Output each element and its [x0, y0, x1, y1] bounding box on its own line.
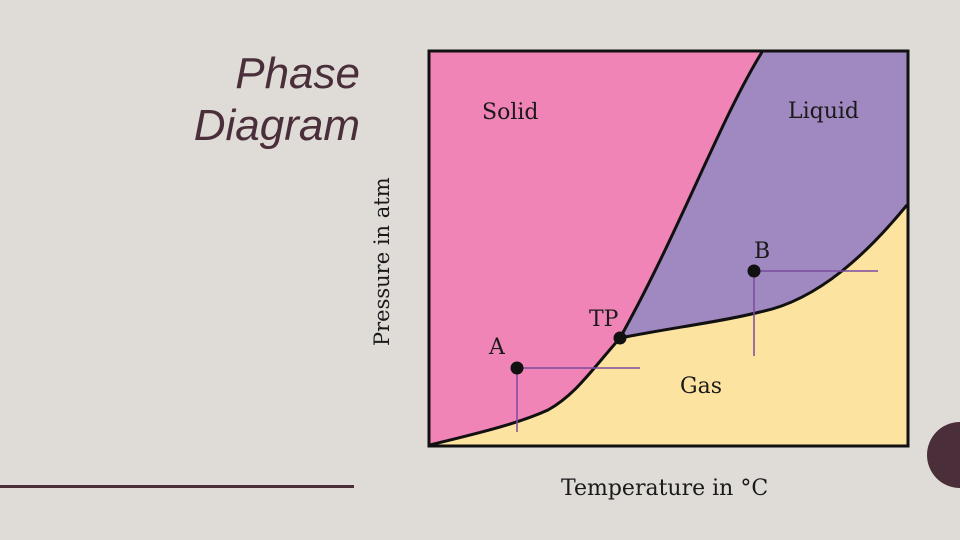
vaporization-curve: [619, 204, 909, 340]
gas-label: Gas: [680, 374, 722, 399]
title-line-2: Diagram: [193, 101, 360, 150]
x-axis-label: Temperature in °C: [561, 476, 768, 501]
title-line-1: Phase: [235, 49, 360, 98]
triple-point-label: TP: [589, 307, 619, 332]
triple-point-marker: [613, 331, 627, 345]
point-a-marker: [510, 361, 524, 375]
gas-region: [430, 205, 907, 445]
liquid-label: Liquid: [788, 99, 859, 124]
diagram-frame: [427, 49, 910, 448]
slide-title: Phase Diagram: [60, 48, 360, 152]
liquid-region: [620, 52, 907, 338]
point-a-label: A: [488, 335, 506, 360]
solid-region: [430, 52, 762, 445]
divider-line: [0, 485, 354, 488]
solid-label: Solid: [482, 100, 538, 125]
sublimation-curve: [429, 337, 622, 447]
fusion-curve: [618, 51, 764, 339]
point-b-marker: [747, 264, 761, 278]
point-b-label: B: [754, 239, 770, 264]
y-axis-label: Pressure in atm: [370, 177, 394, 346]
